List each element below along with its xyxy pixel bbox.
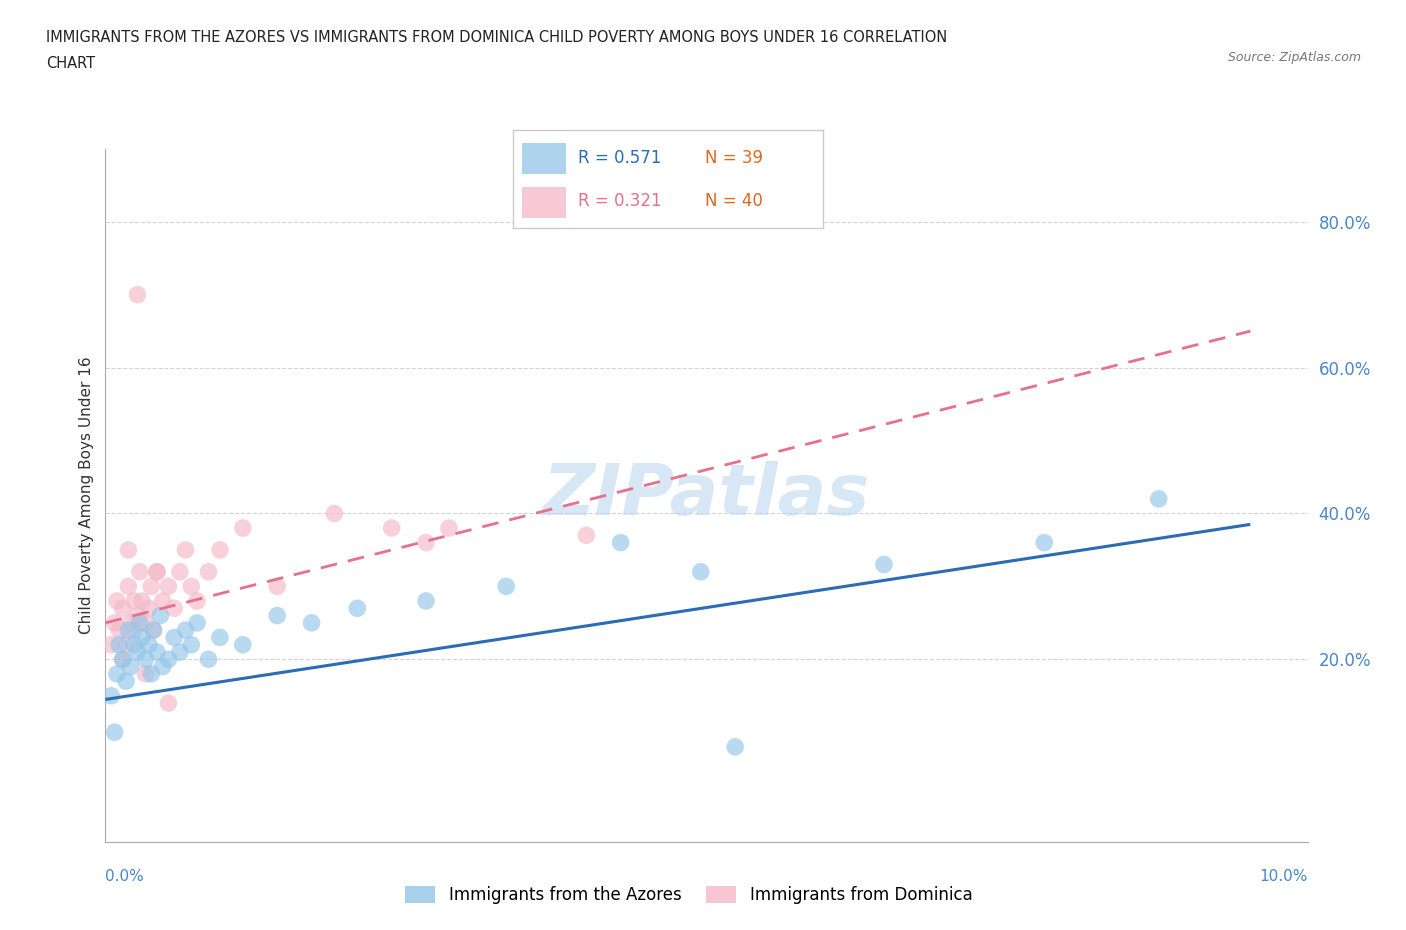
Point — [152, 593, 174, 608]
Text: N = 40: N = 40 — [704, 192, 763, 209]
Point — [689, 565, 711, 579]
Point — [141, 579, 163, 594]
Text: Source: ZipAtlas.com: Source: ZipAtlas.com — [1227, 51, 1361, 64]
Point — [104, 616, 127, 631]
Point — [873, 557, 896, 572]
Point — [157, 696, 180, 711]
Text: ZIPatlas: ZIPatlas — [543, 460, 870, 530]
Point — [415, 535, 437, 550]
Text: CHART: CHART — [46, 56, 96, 71]
Point — [105, 667, 128, 682]
Legend: Immigrants from the Azores, Immigrants from Dominica: Immigrants from the Azores, Immigrants f… — [399, 879, 979, 910]
Point — [122, 593, 145, 608]
Point — [115, 637, 138, 652]
Point — [128, 565, 150, 579]
Point — [135, 652, 156, 667]
Point — [724, 739, 747, 754]
FancyBboxPatch shape — [523, 187, 565, 219]
Point — [142, 623, 165, 638]
Point — [232, 521, 254, 536]
Point — [323, 506, 346, 521]
Point — [301, 616, 323, 631]
Point — [575, 528, 598, 543]
Point — [111, 652, 134, 667]
Point — [146, 565, 169, 579]
Point — [141, 667, 163, 682]
Point — [108, 623, 131, 638]
Point — [122, 623, 145, 638]
Point — [111, 652, 134, 667]
Point — [266, 608, 288, 623]
Point — [1033, 535, 1056, 550]
Point — [157, 579, 180, 594]
Point — [104, 724, 127, 739]
Text: N = 39: N = 39 — [704, 149, 763, 166]
Point — [169, 644, 191, 659]
Point — [266, 579, 288, 594]
Point — [186, 593, 208, 608]
Point — [135, 667, 156, 682]
Point — [174, 542, 197, 557]
Point — [138, 601, 160, 616]
Point — [609, 535, 631, 550]
Point — [120, 659, 142, 674]
Point — [117, 623, 139, 638]
Point — [128, 616, 150, 631]
Point — [111, 601, 134, 616]
Point — [152, 659, 174, 674]
Point — [495, 579, 517, 594]
Point — [127, 608, 149, 623]
Text: R = 0.571: R = 0.571 — [578, 149, 661, 166]
Point — [138, 637, 160, 652]
Point — [131, 630, 153, 644]
Point — [100, 637, 122, 652]
Point — [437, 521, 460, 536]
Point — [120, 616, 142, 631]
Text: R = 0.321: R = 0.321 — [578, 192, 662, 209]
Point — [174, 623, 197, 638]
Point — [415, 593, 437, 608]
Text: 10.0%: 10.0% — [1260, 869, 1308, 883]
Point — [105, 593, 128, 608]
FancyBboxPatch shape — [523, 143, 565, 174]
Point — [135, 616, 156, 631]
Point — [1147, 491, 1170, 506]
Point — [180, 637, 202, 652]
Point — [346, 601, 368, 616]
Text: IMMIGRANTS FROM THE AZORES VS IMMIGRANTS FROM DOMINICA CHILD POVERTY AMONG BOYS : IMMIGRANTS FROM THE AZORES VS IMMIGRANTS… — [46, 30, 948, 45]
Point — [208, 542, 231, 557]
Point — [142, 623, 165, 638]
Point — [117, 542, 139, 557]
Point — [117, 579, 139, 594]
Point — [131, 593, 153, 608]
Point — [127, 287, 149, 302]
Point — [208, 630, 231, 644]
Y-axis label: Child Poverty Among Boys Under 16: Child Poverty Among Boys Under 16 — [79, 356, 94, 634]
Point — [149, 608, 172, 623]
Point — [146, 565, 169, 579]
Point — [232, 637, 254, 652]
Point — [122, 637, 145, 652]
Point — [169, 565, 191, 579]
Point — [381, 521, 404, 536]
Point — [108, 637, 131, 652]
Point — [115, 673, 138, 688]
Point — [163, 630, 186, 644]
Point — [186, 616, 208, 631]
Point — [180, 579, 202, 594]
Point — [100, 688, 122, 703]
Point — [197, 565, 219, 579]
Point — [197, 652, 219, 667]
Point — [163, 601, 186, 616]
Point — [146, 644, 169, 659]
Text: 0.0%: 0.0% — [105, 869, 145, 883]
Point — [157, 652, 180, 667]
Point — [127, 644, 149, 659]
